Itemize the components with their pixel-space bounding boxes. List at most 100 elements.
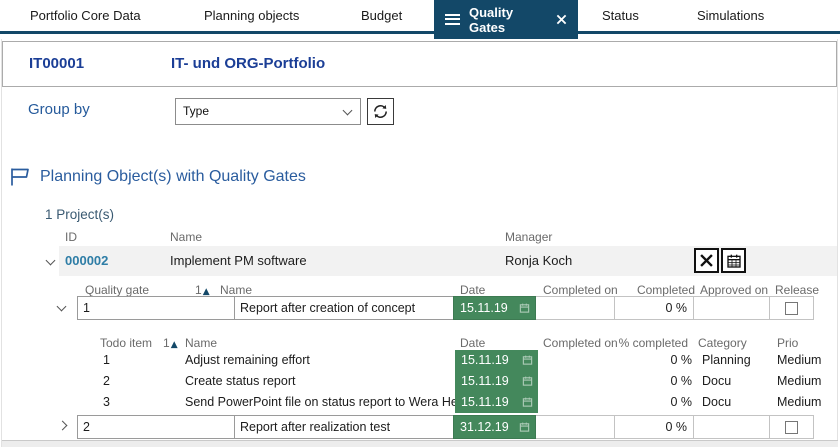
calendar-icon	[522, 355, 533, 365]
project-id-link[interactable]: 000002	[65, 253, 109, 268]
gate-col-name: Name	[220, 283, 253, 297]
col-header-id: ID	[65, 230, 77, 244]
gate-name-cell[interactable]: Report after realization test	[234, 415, 454, 439]
todo-col-category: Category	[698, 336, 747, 350]
flag-icon	[11, 168, 29, 186]
quality-gate-row[interactable]: 1 Report after creation of concept 15.11…	[77, 296, 814, 320]
gate-completed-cell[interactable]: 0 %	[614, 415, 694, 439]
gate-completed-on-cell[interactable]	[535, 296, 615, 320]
todo-col-item: Todo item	[100, 336, 153, 350]
todo-sort-indicator[interactable]: 1▲	[163, 336, 178, 350]
todo-col-pct: % completed	[618, 336, 688, 350]
gate-date-cell[interactable]: 15.11.19	[453, 296, 536, 320]
tab-bar: Portfolio Core Data Planning objects Bud…	[0, 0, 840, 39]
chevron-down-icon[interactable]	[45, 255, 56, 266]
todo-category: Docu	[702, 374, 732, 388]
delete-button[interactable]	[694, 248, 719, 273]
tab-status[interactable]: Status	[602, 8, 639, 23]
tab-portfolio-core-data[interactable]: Portfolio Core Data	[30, 8, 141, 23]
col-header-manager: Manager	[505, 230, 553, 244]
gate-completed-cell[interactable]: 0 %	[614, 296, 694, 320]
todo-name: Create status report	[185, 374, 296, 388]
todo-number: 2	[103, 374, 110, 388]
content-right-border	[837, 34, 838, 447]
release-checkbox[interactable]	[785, 420, 798, 434]
calendar-button[interactable]	[721, 248, 746, 273]
section-title: Planning Object(s) with Quality Gates	[40, 168, 306, 185]
todo-date-value: 15.11.19	[461, 353, 509, 367]
gate-release-cell	[769, 296, 814, 320]
todo-date-cell[interactable]: 15.11.19	[455, 371, 538, 392]
todo-prio: Medium	[777, 353, 822, 367]
tab-planning-objects[interactable]: Planning objects	[204, 8, 300, 23]
todo-name: Adjust remaining effort	[185, 353, 310, 367]
project-row[interactable]: 000002 Implement PM software Ronja Koch	[59, 246, 837, 276]
bottom-scrollbar-track[interactable]	[2, 440, 838, 447]
calendar-icon	[522, 376, 533, 386]
todo-date-value: 15.11.19	[461, 395, 509, 409]
gate-name-cell[interactable]: Report after creation of concept	[234, 296, 454, 320]
gate-approved-on-cell[interactable]	[693, 415, 770, 439]
refresh-button[interactable]	[367, 98, 394, 125]
tab-quality-gates[interactable]: Quality Gates	[434, 0, 578, 39]
group-by-label: Group by	[28, 101, 90, 118]
gate-date-value: 15.11.19	[460, 301, 508, 315]
gate-sort-indicator[interactable]: 1▲	[195, 283, 210, 297]
todo-col-name: Name	[185, 336, 218, 350]
todo-number: 1	[103, 353, 110, 367]
quality-gate-row[interactable]: 2 Report after realization test 31.12.19…	[77, 415, 814, 439]
tab-simulations[interactable]: Simulations	[697, 8, 765, 23]
group-by-select[interactable]: Type	[175, 98, 361, 125]
todo-date-cell[interactable]: 15.11.19	[455, 350, 538, 371]
gate-col-date: Date	[460, 283, 486, 297]
portfolio-id: IT00001	[29, 55, 85, 72]
menu-icon[interactable]	[445, 14, 460, 25]
refresh-icon	[374, 105, 387, 118]
todo-col-date: Date	[460, 336, 486, 350]
chevron-down-icon[interactable]	[56, 301, 67, 312]
chevron-down-icon	[342, 105, 353, 116]
sort-index: 1	[195, 283, 202, 297]
sort-arrow-icon: ▲	[202, 287, 210, 297]
calendar-icon	[519, 422, 530, 432]
gate-release-cell	[769, 415, 814, 439]
tab-quality-gates-label: Quality Gates	[469, 4, 514, 35]
chevron-right-icon[interactable]	[57, 420, 68, 431]
sort-index: 1	[163, 336, 170, 350]
gate-date-value: 31.12.19	[460, 420, 509, 434]
calendar-icon	[522, 397, 533, 407]
col-header-name: Name	[170, 230, 203, 244]
todo-date-cell[interactable]: 15.11.19	[455, 392, 538, 413]
project-manager: Ronja Koch	[505, 253, 573, 268]
sort-arrow-icon: ▲	[170, 340, 178, 350]
content-left-border	[1, 34, 2, 447]
project-name: Implement PM software	[170, 253, 307, 268]
calendar-icon	[726, 254, 741, 268]
todo-pct: 0 %	[670, 395, 692, 409]
gate-col-approved-on: Approved on	[700, 283, 769, 297]
gate-number-cell[interactable]: 1	[77, 296, 235, 320]
gate-number-cell[interactable]: 2	[77, 415, 235, 439]
portfolio-title: IT- und ORG-Portfolio	[171, 55, 326, 72]
gate-col-gate: Quality gate	[85, 283, 150, 297]
gate-approved-on-cell[interactable]	[693, 296, 770, 320]
tab-budget[interactable]: Budget	[361, 8, 403, 23]
todo-prio: Medium	[777, 374, 822, 388]
todo-number: 3	[103, 395, 110, 409]
gate-date-cell[interactable]: 31.12.19	[453, 415, 536, 439]
release-checkbox[interactable]	[785, 301, 798, 315]
portfolio-header: IT00001 IT- und ORG-Portfolio	[2, 41, 837, 87]
todo-date-value: 15.11.19	[461, 374, 509, 388]
close-icon[interactable]	[556, 14, 567, 25]
gate-col-release: Release	[775, 283, 820, 297]
gate-col-completed-on: Completed on	[543, 283, 618, 297]
calendar-icon	[519, 303, 530, 313]
gate-completed-on-cell[interactable]	[535, 415, 615, 439]
todo-prio: Medium	[777, 395, 822, 409]
todo-name: Send PowerPoint file on status report to…	[185, 395, 475, 409]
x-icon	[700, 254, 713, 267]
todo-pct: 0 %	[670, 353, 692, 367]
todo-col-prio: Prio	[777, 336, 799, 350]
todo-category: Planning	[702, 353, 751, 367]
todo-pct: 0 %	[670, 374, 692, 388]
